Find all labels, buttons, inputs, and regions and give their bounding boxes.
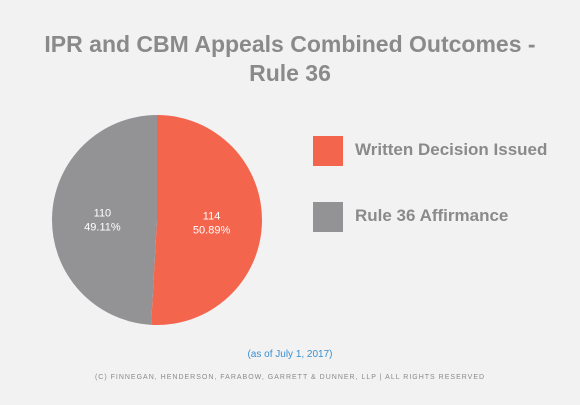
- slice-value-label-rule-36: 110: [94, 207, 112, 219]
- chart-title: IPR and CBM Appeals Combined Outcomes - …: [0, 30, 580, 88]
- pie-slice-written-decision: [151, 115, 263, 325]
- slice-percent-label-written-decision: 50.89%: [193, 225, 231, 237]
- slice-value-label-written-decision: 114: [203, 211, 221, 223]
- slice-percent-label-rule-36: 49.11%: [84, 221, 121, 233]
- pie-slice-rule-36: [52, 115, 157, 325]
- copyright-text: (C) FINNEGAN, HENDERSON, FARABOW, GARRET…: [94, 374, 486, 381]
- chart-title-line1: IPR and CBM Appeals Combined Outcomes -: [44, 31, 536, 57]
- legend-swatch-rule-36: [313, 202, 343, 232]
- legend-label-written-decision: Written Decision Issued: [355, 140, 548, 159]
- legend-label-rule-36: Rule 36 Affirmance: [355, 206, 509, 225]
- as-of-note: (as of July 1, 2017): [247, 349, 333, 360]
- legend-swatch-written-decision: [313, 136, 343, 166]
- chart-title-line2: Rule 36: [249, 60, 331, 86]
